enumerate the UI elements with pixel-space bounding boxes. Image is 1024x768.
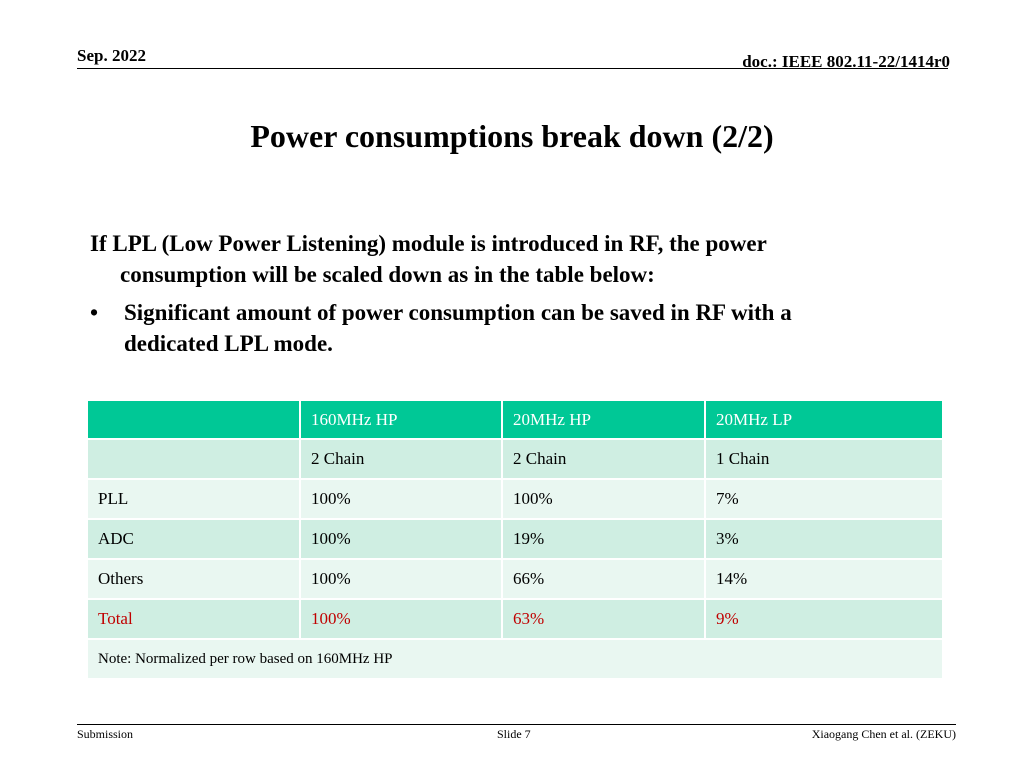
table-cell: Others — [86, 558, 301, 600]
header-doc-id: doc.: IEEE 802.11-22/1414r0 — [742, 52, 950, 71]
power-table: 160MHz HP 20MHz HP 20MHz LP 2 Chain 2 Ch… — [86, 399, 944, 680]
header-date: Sep. 2022 — [77, 46, 146, 65]
bullet-icon: • — [90, 300, 99, 325]
table-cell: 66% — [501, 558, 706, 600]
table-header-row: 160MHz HP 20MHz HP 20MHz LP — [86, 399, 944, 440]
table-cell: 2 Chain — [299, 438, 503, 480]
footer-slide-number: Slide 7 — [497, 727, 531, 741]
table-cell: ADC — [86, 518, 301, 560]
table-cell: 63% — [501, 598, 706, 640]
footer-divider — [77, 724, 956, 725]
table-cell: 100% — [299, 478, 503, 520]
table-note-row: Note: Normalized per row based on 160MHz… — [86, 638, 944, 680]
table-cell: Total — [86, 598, 301, 640]
intro-paragraph: If LPL (Low Power Listening) module is i… — [90, 231, 767, 287]
header-divider — [77, 68, 948, 69]
table-row: PLL 100% 100% 7% — [86, 478, 944, 520]
table-row: ADC 100% 19% 3% — [86, 518, 944, 560]
table-cell: 7% — [704, 478, 944, 520]
table-cell: 100% — [501, 478, 706, 520]
header-cell: 160MHz HP — [299, 399, 503, 440]
table-cell: 9% — [704, 598, 944, 640]
footer-author: Xiaogang Chen et al. (ZEKU) — [811, 727, 956, 741]
table-note: Note: Normalized per row based on 160MHz… — [86, 638, 944, 680]
table-cell — [86, 438, 301, 480]
table-cell: 19% — [501, 518, 706, 560]
table-cell: 100% — [299, 598, 503, 640]
header-cell — [86, 399, 301, 440]
slide-title: Power consumptions break down (2/2) — [250, 118, 774, 154]
table-cell: 2 Chain — [501, 438, 706, 480]
table-cell: 100% — [299, 558, 503, 600]
slide-body: If LPL (Low Power Listening) module is i… — [90, 228, 890, 359]
header-cell: 20MHz LP — [704, 399, 944, 440]
table-cell: 1 Chain — [704, 438, 944, 480]
table-cell: 3% — [704, 518, 944, 560]
bullet-item: • Significant amount of power consumptio… — [90, 297, 890, 359]
table-row: Others 100% 66% 14% — [86, 558, 944, 600]
table-cell: PLL — [86, 478, 301, 520]
table-row-total: Total 100% 63% 9% — [86, 598, 944, 640]
table-row: 2 Chain 2 Chain 1 Chain — [86, 438, 944, 480]
footer-submission: Submission — [77, 727, 134, 741]
table-cell: 14% — [704, 558, 944, 600]
bullet-text: Significant amount of power consumption … — [124, 300, 792, 356]
header-cell: 20MHz HP — [501, 399, 706, 440]
table-cell: 100% — [299, 518, 503, 560]
